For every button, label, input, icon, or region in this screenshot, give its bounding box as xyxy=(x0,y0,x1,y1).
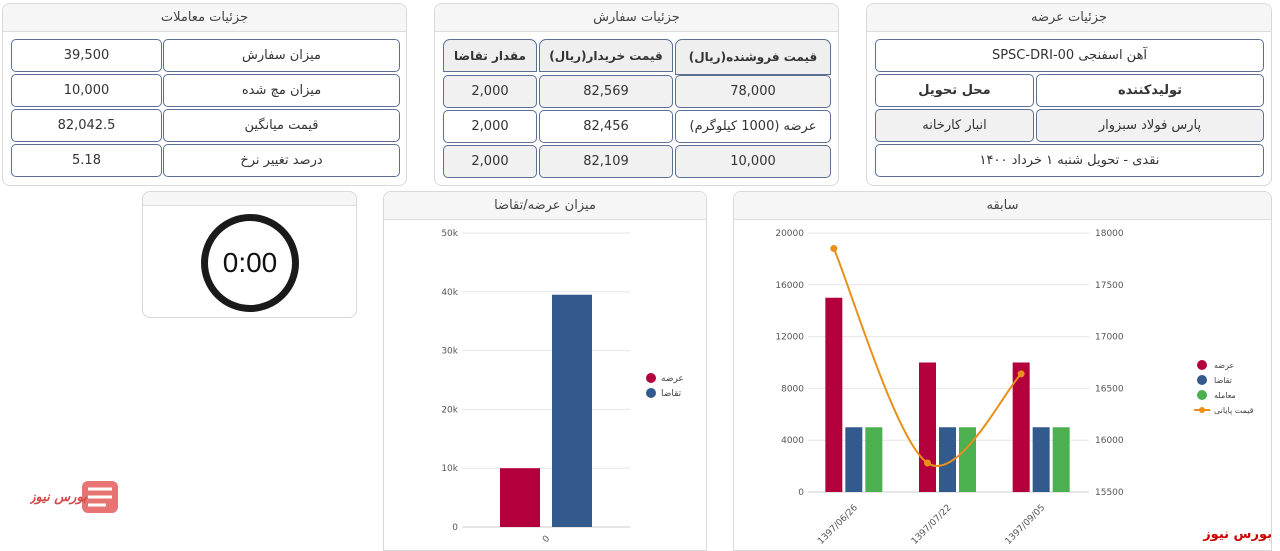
y-tick-label: 20k xyxy=(441,405,458,415)
legend-label: تقاضا xyxy=(1214,376,1232,385)
bar-trade xyxy=(865,427,883,492)
order-row3-buyer: 82,109 xyxy=(539,145,673,178)
y-tick-label: 20000 xyxy=(775,229,804,239)
y-tick-label: 30k xyxy=(441,347,458,357)
legend-label: معامله xyxy=(1214,391,1236,400)
trades-label-avg-price: قیمت میانگین xyxy=(163,109,400,142)
bar-demand xyxy=(552,294,592,527)
y-tick-label: 10k xyxy=(441,464,458,474)
y-tick-label: 40k xyxy=(441,288,458,298)
timer-header xyxy=(143,192,356,206)
x-tick-label: 0 xyxy=(541,534,552,545)
order-row3-demand: 2,000 xyxy=(443,145,537,178)
legend-marker-dot xyxy=(1199,407,1205,413)
trades-value-avg-price: 82,042.5 xyxy=(11,109,162,142)
order-row2-demand: 2,000 xyxy=(443,110,537,143)
y-tick-label: 16000 xyxy=(775,281,804,291)
bar-demand xyxy=(1032,427,1050,492)
offer-producer-label: تولیدکننده xyxy=(1036,74,1264,107)
legend-marker xyxy=(646,388,656,398)
svg-text:بورس نیوز: بورس نیوز xyxy=(30,490,87,505)
x-tick-label: 1397/06/26 xyxy=(816,503,860,547)
price-point xyxy=(830,245,838,253)
timer-panel: 0:00 xyxy=(142,191,357,318)
countdown-timer: 0:00 xyxy=(201,214,299,312)
legend-marker xyxy=(646,373,656,383)
order-row1-seller: 78,000 xyxy=(675,75,831,108)
bar-supply xyxy=(500,468,540,527)
y-tick-label: 8000 xyxy=(781,384,804,394)
bar-demand xyxy=(845,427,863,492)
history-title: سابقه xyxy=(734,192,1271,220)
offer-panel: جزئیات عرضه آهن اسفنجی SPSC-DRI-00 تولید… xyxy=(866,3,1272,186)
legend-marker xyxy=(1197,390,1207,400)
y2-tick-label: 15500 xyxy=(1095,488,1124,498)
y2-tick-label: 17500 xyxy=(1095,281,1124,291)
watermark-text: بورس نیوز xyxy=(1203,527,1272,542)
countdown-value: 0:00 xyxy=(222,247,278,278)
order-row3-seller: 10,000 xyxy=(675,145,831,178)
offer-delivery: انبار کارخانه xyxy=(875,109,1034,142)
y2-tick-label: 18000 xyxy=(1095,229,1124,239)
y-tick-label: 50k xyxy=(441,229,458,239)
y-tick-label: 4000 xyxy=(781,436,804,446)
trades-value-order-amount: 39,500 xyxy=(11,39,162,72)
y2-tick-label: 17000 xyxy=(1095,333,1124,343)
y-tick-label: 12000 xyxy=(775,333,804,343)
legend-marker xyxy=(1197,360,1207,370)
y-tick-label: 0 xyxy=(452,523,458,533)
offer-terms: نقدی - تحویل شنبه ۱ خرداد ۱۴۰۰ xyxy=(875,144,1264,177)
order-header-seller-price: قیمت فروشنده(ریال) xyxy=(675,39,831,75)
price-line xyxy=(832,248,1022,467)
order-row2-seller: عرضه (1000 کیلوگرم) xyxy=(675,110,831,143)
supply-demand-title: میزان عرضه/تقاضا xyxy=(384,192,706,220)
watermark-logo: بورس نیوز xyxy=(27,475,125,520)
bar-trade xyxy=(959,427,976,492)
legend-marker xyxy=(1197,375,1207,385)
bar-trade xyxy=(1052,427,1070,492)
order-row2-buyer: 82,456 xyxy=(539,110,673,143)
order-row1-demand: 2,000 xyxy=(443,75,537,108)
legend-label: تقاضا xyxy=(661,389,682,399)
bar-demand xyxy=(939,427,956,492)
watermark-logo-icon: بورس نیوز xyxy=(27,481,118,513)
supply-demand-chart: 0 10k 20k 30k 40k 50k 0 عرضه تقاضا xyxy=(441,229,684,545)
bar-supply xyxy=(825,297,843,492)
trades-label-matched: میزان مچ شده xyxy=(163,74,400,107)
order-row1-buyer: 82,569 xyxy=(539,75,673,108)
supply-demand-panel: میزان عرضه/تقاضا 0 10k 20k 30k 40k 50k 0 عرضه تق… xyxy=(383,191,707,551)
trades-value-rate-change: 5.18 xyxy=(11,144,162,177)
order-header-buyer-price: قیمت خریدار(ریال) xyxy=(539,39,673,72)
offer-delivery-label: محل تحویل xyxy=(875,74,1034,107)
x-tick-label: 1397/09/05 xyxy=(1004,503,1048,547)
x-tick-label: 1397/07/22 xyxy=(910,503,954,547)
legend-label: عرضه xyxy=(661,374,684,384)
legend-label: قیمت پایانی xyxy=(1214,406,1254,415)
y2-tick-label: 16500 xyxy=(1095,384,1124,394)
y-tick-label: 0 xyxy=(798,488,804,498)
trades-label-rate-change: درصد تغییر نرخ xyxy=(163,144,400,177)
trades-panel: جزئیات معاملات میزان سفارش 39,500 میزان … xyxy=(2,3,407,186)
bar-supply xyxy=(919,362,936,492)
history-chart: 0 4000 8000 12000 16000 20000 15500 16000 16500 1… xyxy=(775,229,1254,547)
order-panel: جزئیات سفارش قیمت فروشنده(ریال) قیمت خری… xyxy=(434,3,839,186)
y2-tick-label: 16000 xyxy=(1095,436,1124,446)
price-point xyxy=(1017,370,1025,378)
history-panel: سابقه 0 4000 8000 12000 16000 20000 15500 16000… xyxy=(733,191,1272,551)
order-header-demand: مقدار تقاضا xyxy=(443,39,537,72)
offer-product: آهن اسفنجی SPSC-DRI-00 xyxy=(875,39,1264,72)
offer-producer: پارس فولاد سبزوار xyxy=(1036,109,1264,142)
trades-label-order-amount: میزان سفارش xyxy=(163,39,400,72)
bar-supply xyxy=(1012,362,1030,492)
price-point xyxy=(924,459,931,467)
offer-panel-title: جزئیات عرضه xyxy=(867,4,1271,32)
legend-label: عرضه xyxy=(1214,361,1234,370)
trades-panel-title: جزئیات معاملات xyxy=(3,4,406,32)
order-panel-title: جزئیات سفارش xyxy=(435,4,838,32)
trades-value-matched: 10,000 xyxy=(11,74,162,107)
